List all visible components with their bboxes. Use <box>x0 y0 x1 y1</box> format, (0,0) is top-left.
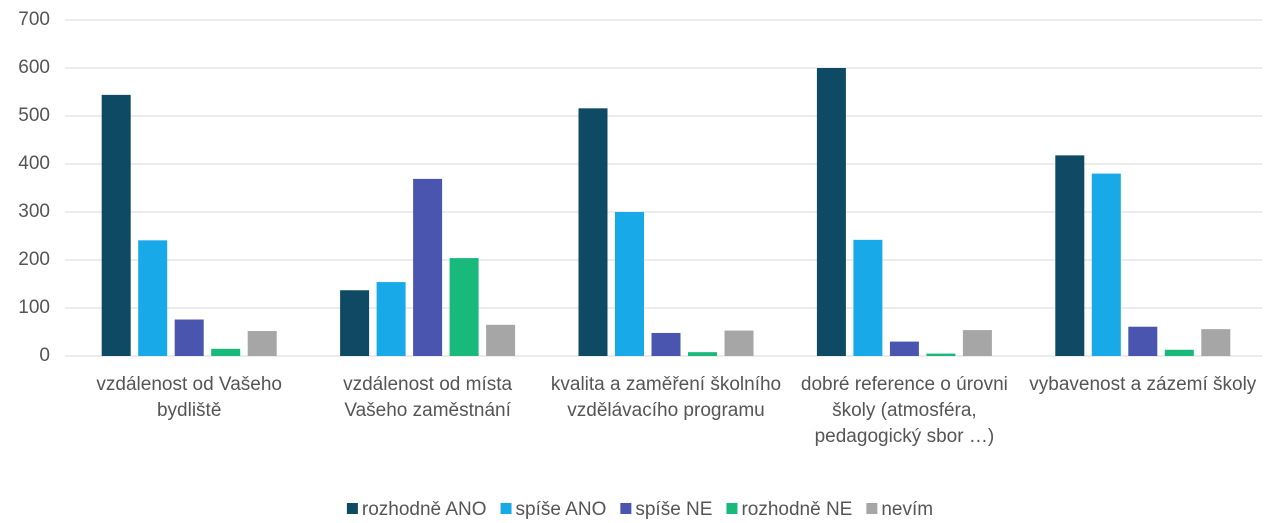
bar <box>578 108 608 356</box>
bar <box>1055 155 1085 356</box>
bar <box>651 332 681 356</box>
bar <box>174 319 204 356</box>
bar <box>340 290 370 356</box>
y-tick-label: 200 <box>18 249 50 270</box>
y-tick-label: 700 <box>18 9 50 30</box>
y-tick-label: 0 <box>39 345 50 366</box>
x-tick-label: vzdálenost od Vašeho bydliště <box>96 374 282 421</box>
legend-label: spíše NE <box>635 499 712 520</box>
bar <box>101 94 131 356</box>
bar <box>413 178 443 356</box>
legend-swatch <box>620 503 632 514</box>
legend-label: rozhodně NE <box>741 499 852 520</box>
x-tick-label: vybavenost a zázemí školy <box>1029 374 1257 395</box>
y-tick-label: 400 <box>18 153 50 174</box>
x-tick-label: kvalita a zaměření školního vzdělávacího… <box>550 374 782 421</box>
bar <box>449 258 479 356</box>
y-tick-label: 300 <box>18 201 50 222</box>
bar <box>816 68 846 356</box>
legend-label: nevím <box>881 499 933 520</box>
bar <box>211 348 241 356</box>
x-tick-label: dobré reference o úrovni školy (atmosfér… <box>800 374 1008 447</box>
bar <box>724 330 754 356</box>
y-tick-label: 100 <box>18 297 50 318</box>
bar <box>486 324 516 356</box>
bar <box>376 282 406 356</box>
bar <box>1091 173 1121 356</box>
y-tick-label: 500 <box>18 105 50 126</box>
legend-label: rozhodně ANO <box>362 499 487 520</box>
bar <box>853 239 883 356</box>
bar <box>889 341 919 356</box>
bar <box>1128 326 1158 356</box>
bar <box>1164 349 1194 356</box>
bar <box>138 240 168 356</box>
bar <box>615 212 644 356</box>
bar <box>962 330 992 356</box>
legend-swatch <box>346 503 358 514</box>
y-tick-label: 600 <box>18 57 50 78</box>
legend-swatch <box>726 503 738 514</box>
bar <box>1201 329 1231 356</box>
bar <box>688 352 717 356</box>
legend-swatch <box>500 503 512 514</box>
bar <box>247 331 277 356</box>
legend-swatch <box>866 503 878 514</box>
legend-label: spíše ANO <box>516 499 607 520</box>
x-tick-label: vzdálenost od místa Vašeho zaměstnání <box>343 374 513 421</box>
bar <box>926 353 956 356</box>
